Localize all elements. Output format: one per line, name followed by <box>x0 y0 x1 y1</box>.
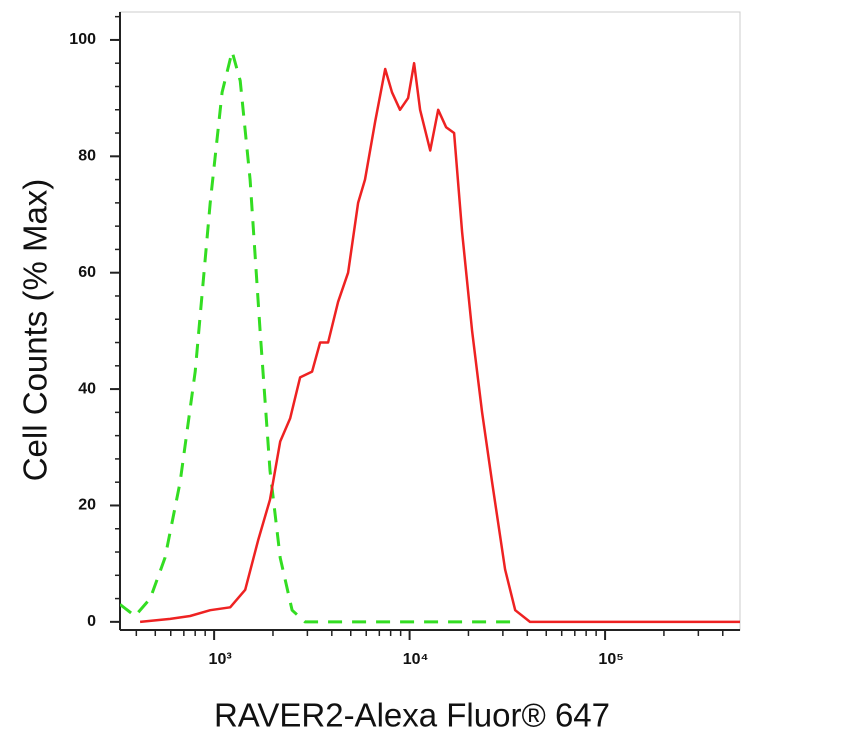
histogram-line <box>139 61 740 624</box>
plot-frame <box>119 11 741 631</box>
plot-area <box>120 50 740 624</box>
x-tick-label: 10⁵ <box>598 651 623 668</box>
x-tick-label: 10⁴ <box>403 651 429 668</box>
y-tick-label: 100 <box>69 31 96 48</box>
x-axis-title: RAVER2-Alexa Fluor® 647 <box>214 697 610 734</box>
histogram-line <box>120 50 521 624</box>
y-tick-label: 20 <box>78 497 96 514</box>
y-tick-label: 40 <box>78 380 96 397</box>
y-tick-label: 60 <box>78 264 96 281</box>
y-axis-title: Cell Counts (% Max) <box>17 179 54 482</box>
y-tick-label: 80 <box>78 148 96 165</box>
x-tick-label: 10³ <box>209 651 232 668</box>
y-tick-label: 0 <box>87 613 96 630</box>
